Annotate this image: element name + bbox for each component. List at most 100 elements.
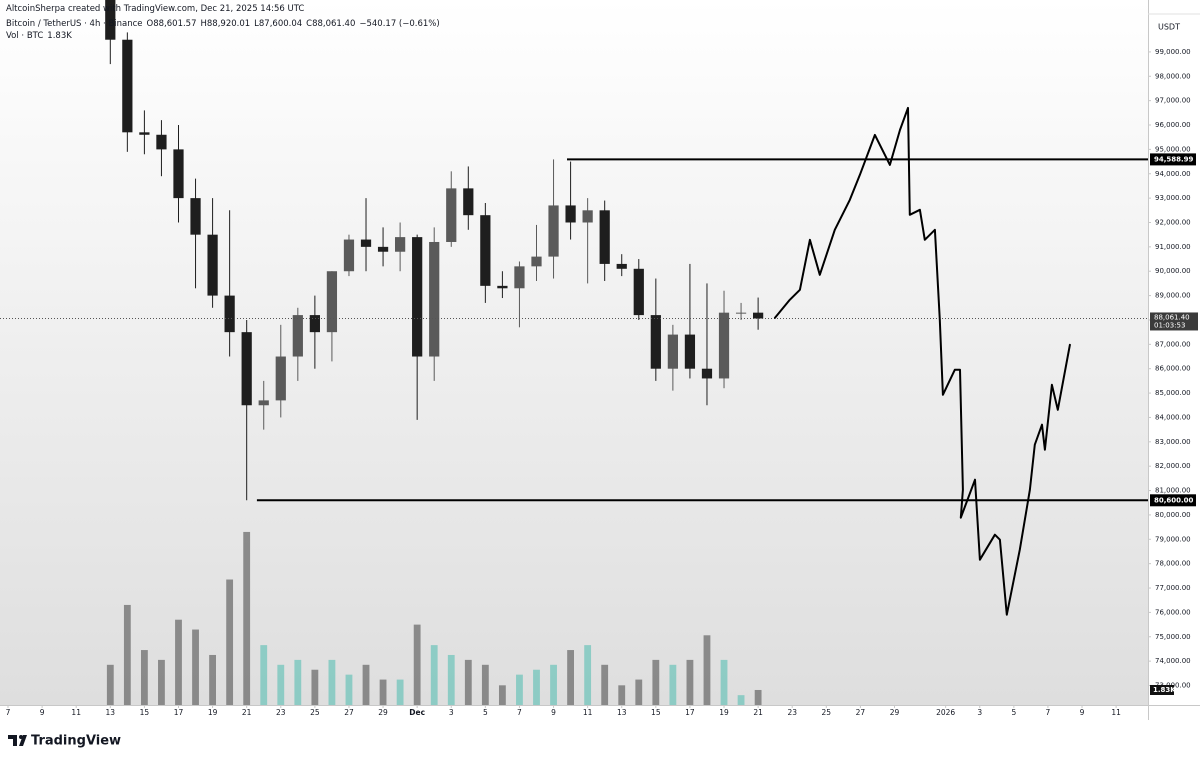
candle-body bbox=[173, 149, 184, 199]
candle-body bbox=[753, 312, 764, 319]
level-box bbox=[1150, 494, 1196, 507]
volume-bar bbox=[260, 645, 268, 705]
candle-body bbox=[582, 210, 593, 223]
volume-bar bbox=[601, 664, 609, 705]
candle-body bbox=[309, 315, 320, 333]
volume-bar bbox=[430, 645, 438, 705]
candle-body bbox=[207, 234, 218, 296]
symbol: Bitcoin / TetherUS · 4h · Binance bbox=[6, 19, 143, 29]
level-box bbox=[1150, 153, 1196, 166]
candle-body bbox=[497, 285, 508, 289]
volume-bar bbox=[703, 635, 711, 705]
candle-body bbox=[122, 39, 133, 133]
volume-bar bbox=[550, 664, 557, 705]
y-tick-label: 82,000.00 bbox=[1155, 462, 1191, 470]
x-tick-label: 27 bbox=[856, 708, 866, 717]
price-axis-background bbox=[1148, 0, 1200, 705]
volume-bar bbox=[362, 664, 370, 705]
volume-bar bbox=[192, 629, 199, 705]
candle-body bbox=[190, 198, 201, 235]
candle-body bbox=[139, 132, 150, 135]
candle-body bbox=[616, 263, 627, 269]
candle-body bbox=[718, 312, 730, 379]
candle-body bbox=[650, 315, 661, 369]
plot-background bbox=[0, 0, 1148, 705]
x-tick-label: 29 bbox=[378, 708, 388, 717]
y-tick-label: 93,000.00 bbox=[1155, 194, 1191, 202]
change: −540.17 (−0.61%) bbox=[359, 19, 440, 29]
candle-body bbox=[412, 237, 423, 357]
y-tick-label: 87,000.00 bbox=[1155, 340, 1191, 348]
x-tick-label: 15 bbox=[140, 708, 150, 717]
volume-bar bbox=[379, 679, 387, 705]
y-tick-label: 92,000.00 bbox=[1155, 218, 1191, 226]
level-label: 94,588.99 bbox=[1154, 155, 1194, 163]
candle-body bbox=[548, 205, 559, 257]
y-tick-label: 94,000.00 bbox=[1155, 170, 1191, 178]
y-tick-label: 78,000.00 bbox=[1155, 560, 1191, 568]
y-tick-label: 90,000.00 bbox=[1155, 267, 1191, 275]
x-tick-label: 5 bbox=[483, 708, 488, 717]
volume-bar bbox=[686, 659, 694, 705]
y-tick-label: 77,000.00 bbox=[1155, 584, 1191, 592]
y-tick-label: 74,000.00 bbox=[1155, 657, 1191, 665]
volume-bar bbox=[618, 685, 626, 705]
candle-body bbox=[156, 134, 167, 150]
volume-value: 1.83K bbox=[47, 31, 72, 41]
volume-bar bbox=[123, 604, 131, 705]
x-tick-label: 11 bbox=[71, 708, 81, 717]
y-tick-label: 79,000.00 bbox=[1155, 535, 1191, 543]
volume-bar bbox=[669, 664, 677, 705]
volume-bar bbox=[567, 650, 574, 705]
x-tick-label: 7 bbox=[517, 708, 522, 717]
ohlc-close: C88,061.40 bbox=[306, 19, 356, 29]
x-tick-label: 11 bbox=[1111, 708, 1121, 717]
volume-bar bbox=[311, 669, 319, 705]
volume-bar bbox=[209, 654, 216, 705]
logo-mark bbox=[8, 735, 27, 746]
y-tick-label: 84,000.00 bbox=[1155, 413, 1191, 421]
y-tick-label: 85,000.00 bbox=[1155, 389, 1191, 397]
y-tick-label: 76,000.00 bbox=[1155, 608, 1191, 616]
countdown-label: 01:03:53 bbox=[1154, 321, 1185, 329]
volume-bar bbox=[396, 679, 404, 705]
x-tick-label: 13 bbox=[617, 708, 627, 717]
x-tick-label: 7 bbox=[6, 708, 11, 717]
candle-body bbox=[105, 0, 116, 40]
x-tick-label: 11 bbox=[583, 708, 593, 717]
x-tick-label: 9 bbox=[1080, 708, 1085, 717]
volume-bar bbox=[345, 674, 353, 705]
credit-line: AltcoinSherpa created with TradingView.c… bbox=[6, 4, 304, 14]
y-tick-label: 83,000.00 bbox=[1155, 438, 1191, 446]
volume-bar bbox=[413, 624, 421, 705]
volume-bar bbox=[533, 669, 540, 705]
plot-area bbox=[0, 0, 1148, 705]
y-tick-label: 75,000.00 bbox=[1155, 633, 1191, 641]
x-tick-label: 25 bbox=[822, 708, 832, 717]
y-tick-label: 95,000.00 bbox=[1155, 145, 1191, 153]
candle-body bbox=[701, 368, 713, 379]
y-tick-label: 89,000.00 bbox=[1155, 292, 1191, 300]
y-tick-label: 99,000.00 bbox=[1155, 48, 1191, 56]
candle-body bbox=[667, 334, 678, 369]
axes: 73,000.0074,000.0075,000.0076,000.0077,0… bbox=[6, 48, 1198, 717]
volume-bar bbox=[652, 659, 660, 705]
candle-body bbox=[275, 356, 286, 401]
candle-body bbox=[531, 256, 542, 267]
symbol-line: Bitcoin / TetherUS · 4h · Binance O88,60… bbox=[6, 19, 440, 29]
ohlc-open: O88,601.57 bbox=[146, 19, 197, 29]
candle-body bbox=[514, 266, 525, 289]
candle-body bbox=[480, 215, 491, 286]
candle-body bbox=[429, 241, 440, 357]
x-tick-label: 21 bbox=[242, 708, 252, 717]
x-tick-label: 25 bbox=[310, 708, 320, 717]
candle-body bbox=[360, 239, 372, 247]
candle-body bbox=[599, 210, 610, 264]
candle-body bbox=[377, 246, 389, 252]
volume-bar bbox=[277, 664, 285, 705]
x-tick-label: 15 bbox=[651, 708, 661, 717]
candle-body bbox=[258, 400, 269, 406]
y-tick-label: 80,000.00 bbox=[1155, 511, 1191, 519]
